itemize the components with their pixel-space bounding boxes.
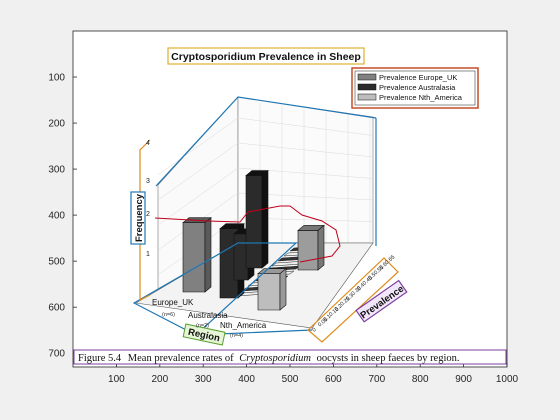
legend-item-nth-america: Prevalence Nth_America: [379, 93, 463, 102]
region-label-europe: Europe_UK: [152, 298, 194, 307]
bars-3d: [182, 169, 325, 311]
prevalence-tick-label: 0.05: [317, 317, 329, 328]
caption-text1: Mean prevalence rates of: [128, 353, 234, 364]
bar-front: [297, 230, 319, 271]
title-box: [167, 47, 365, 65]
legend-swatch-australasia: [357, 83, 377, 91]
caption-text2: oocysts in sheep faeces by region.: [317, 353, 460, 364]
prevalence-tick-label: 0.1: [323, 314, 333, 324]
region-n-australasia: (n=2): [196, 323, 209, 329]
z-label-box: [130, 191, 146, 245]
bar-front: [245, 175, 263, 269]
bar-front: [257, 273, 281, 311]
z-ticks: 4 3 2 1: [146, 140, 150, 258]
x-tick-label: 400: [238, 374, 255, 385]
region-n-nth-america: (n=4): [230, 333, 243, 339]
grid-lines: [157, 103, 374, 276]
region-n-europe: (n=6): [162, 312, 175, 318]
y-tick-label: 300: [48, 165, 65, 176]
x-label-box: [182, 323, 226, 346]
grid-line: [237, 117, 374, 136]
prevalence-tick-label: 0.55: [373, 265, 385, 276]
prevalence-ticks: 00.050.10.150.20.250.30.350.40.450.50.55…: [311, 254, 396, 333]
caption-box: [73, 349, 507, 365]
legend: Prevalence Europe_UK Prevalence Australa…: [351, 67, 479, 109]
x-tick-label: 500: [282, 374, 299, 385]
prevalence-tick-label: 0.3: [345, 293, 355, 303]
region-label-nth-america: Nth_America: [220, 321, 267, 330]
caption-italic: Cryptosporidium: [239, 353, 311, 364]
y-tick-label: 600: [48, 303, 65, 314]
region-label-australasia: Australasia: [188, 311, 228, 320]
z-tick-label: 4: [146, 140, 150, 147]
grid-line: [157, 117, 239, 176]
prevalence-tick-label: 0.6: [379, 262, 389, 272]
bar-side: [317, 224, 325, 271]
x-tick-label: 100: [108, 374, 125, 385]
y-tick-label: 700: [48, 349, 65, 360]
x-tick-label: 900: [455, 374, 472, 385]
z-tick-label: 1: [146, 251, 150, 258]
x-tick-label: 300: [195, 374, 212, 385]
y-tick-label: 400: [48, 211, 65, 222]
legend-outer-box: [351, 67, 479, 109]
y-tick-label: 100: [48, 73, 65, 84]
bar-side: [204, 217, 212, 293]
prevalence-tick-label: 0.25: [339, 296, 351, 307]
prevalence-tick-label: 0.65: [384, 254, 396, 265]
blue-floor-box: [132, 242, 298, 336]
prevalence-tick-label: 0.5: [367, 272, 377, 282]
caption-label: Figure 5.4: [78, 353, 122, 364]
grid-line: [157, 142, 239, 201]
x-axis: 100 200 300 400 500 600 700 800 900 1000: [108, 363, 519, 385]
legend-swatch-nth-america: [357, 93, 377, 101]
z-tick-label: 2: [146, 211, 150, 218]
prevalence-tick-label: 0.2: [334, 303, 344, 313]
y-tick-label: 200: [48, 119, 65, 130]
y-tick-label: 500: [48, 257, 65, 268]
z-tick-label: 3: [146, 178, 150, 185]
figure-caption: Figure 5.4 Mean prevalence rates of Cryp…: [78, 353, 460, 364]
y-axis: 100 200 300 400 500 600 700: [48, 73, 77, 360]
prevalence-tick-box: [307, 257, 399, 343]
red-outline: [154, 205, 341, 263]
legend-item-europe: Prevalence Europe_UK: [379, 73, 457, 82]
x-tick-label: 800: [412, 374, 429, 385]
x-tick-label: 600: [325, 374, 342, 385]
bar-front: [182, 222, 206, 293]
prevalence-tick-label: 0.15: [328, 306, 340, 317]
bar-side: [261, 169, 269, 269]
bar-side: [279, 268, 287, 311]
legend-swatch-europe: [357, 73, 377, 81]
y-label-box: [355, 279, 408, 323]
chart-title: Cryptosporidium Prevalence in Sheep: [171, 51, 361, 63]
prevalence-tick-label: 0.35: [351, 286, 363, 297]
prevalence-tick-label: 0: [311, 327, 317, 334]
prevalence-tick-label: 0.45: [362, 275, 374, 286]
grid-line: [237, 142, 374, 158]
x-tick-label: 700: [368, 374, 385, 385]
x-tick-label: 1000: [496, 374, 519, 385]
x-tick-label: 200: [151, 374, 168, 385]
blue-frame-top: [155, 96, 377, 187]
prevalence-tick-label: 0.4: [356, 282, 366, 292]
legend-item-australasia: Prevalence Australasia: [379, 83, 456, 92]
grid-line: [157, 167, 239, 226]
z-axis-label: Frequency: [134, 193, 145, 242]
grid-line: [237, 167, 374, 179]
